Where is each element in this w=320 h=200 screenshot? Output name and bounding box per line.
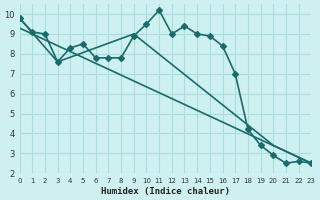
X-axis label: Humidex (Indice chaleur): Humidex (Indice chaleur) <box>101 187 230 196</box>
